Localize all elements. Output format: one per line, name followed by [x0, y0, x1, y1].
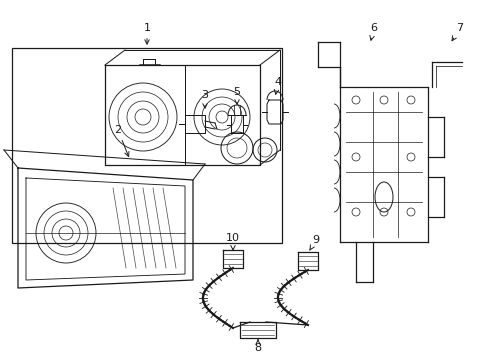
Bar: [12, 48, 282, 243]
Text: 5: 5: [234, 87, 241, 104]
Text: 8: 8: [254, 340, 262, 353]
Text: 2: 2: [115, 125, 129, 156]
Text: 1: 1: [144, 23, 150, 44]
Text: 9: 9: [310, 235, 319, 250]
Text: 10: 10: [226, 233, 240, 250]
Text: 7: 7: [452, 23, 464, 41]
Text: 6: 6: [370, 23, 377, 40]
Text: 4: 4: [274, 77, 282, 94]
Text: 3: 3: [201, 90, 209, 108]
